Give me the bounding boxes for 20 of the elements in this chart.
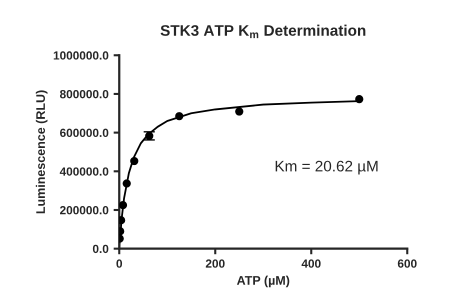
chart-title: STK3 ATP K$_{m}$ Determination — [160, 24, 366, 38]
y-tick-label: 1000000.0 — [54, 51, 108, 60]
x-tick-label: 0 — [116, 259, 122, 268]
point — [122, 179, 131, 188]
y-tick-label: 0.0 — [92, 244, 108, 254]
y-tick-label: 200000.0 — [60, 206, 108, 214]
y-tick-label: 400000.0 — [60, 167, 108, 176]
x-tick-label: 200 — [206, 259, 225, 268]
x-tick-label: 400 — [302, 259, 321, 268]
y-tick-label: 600000.0 — [60, 128, 108, 138]
y-tick-label: 800000.0 — [60, 90, 108, 98]
point — [130, 156, 138, 166]
x-axis-title: ATP (µM) — [236, 276, 290, 288]
x-tick-label: 600 — [398, 259, 417, 268]
point — [119, 201, 128, 210]
y-axis-title: Luminescence (RLU) — [36, 90, 48, 214]
point — [175, 112, 184, 120]
point — [235, 107, 244, 116]
annotation: Km = 20.62 µM — [276, 160, 378, 175]
point — [355, 95, 364, 104]
